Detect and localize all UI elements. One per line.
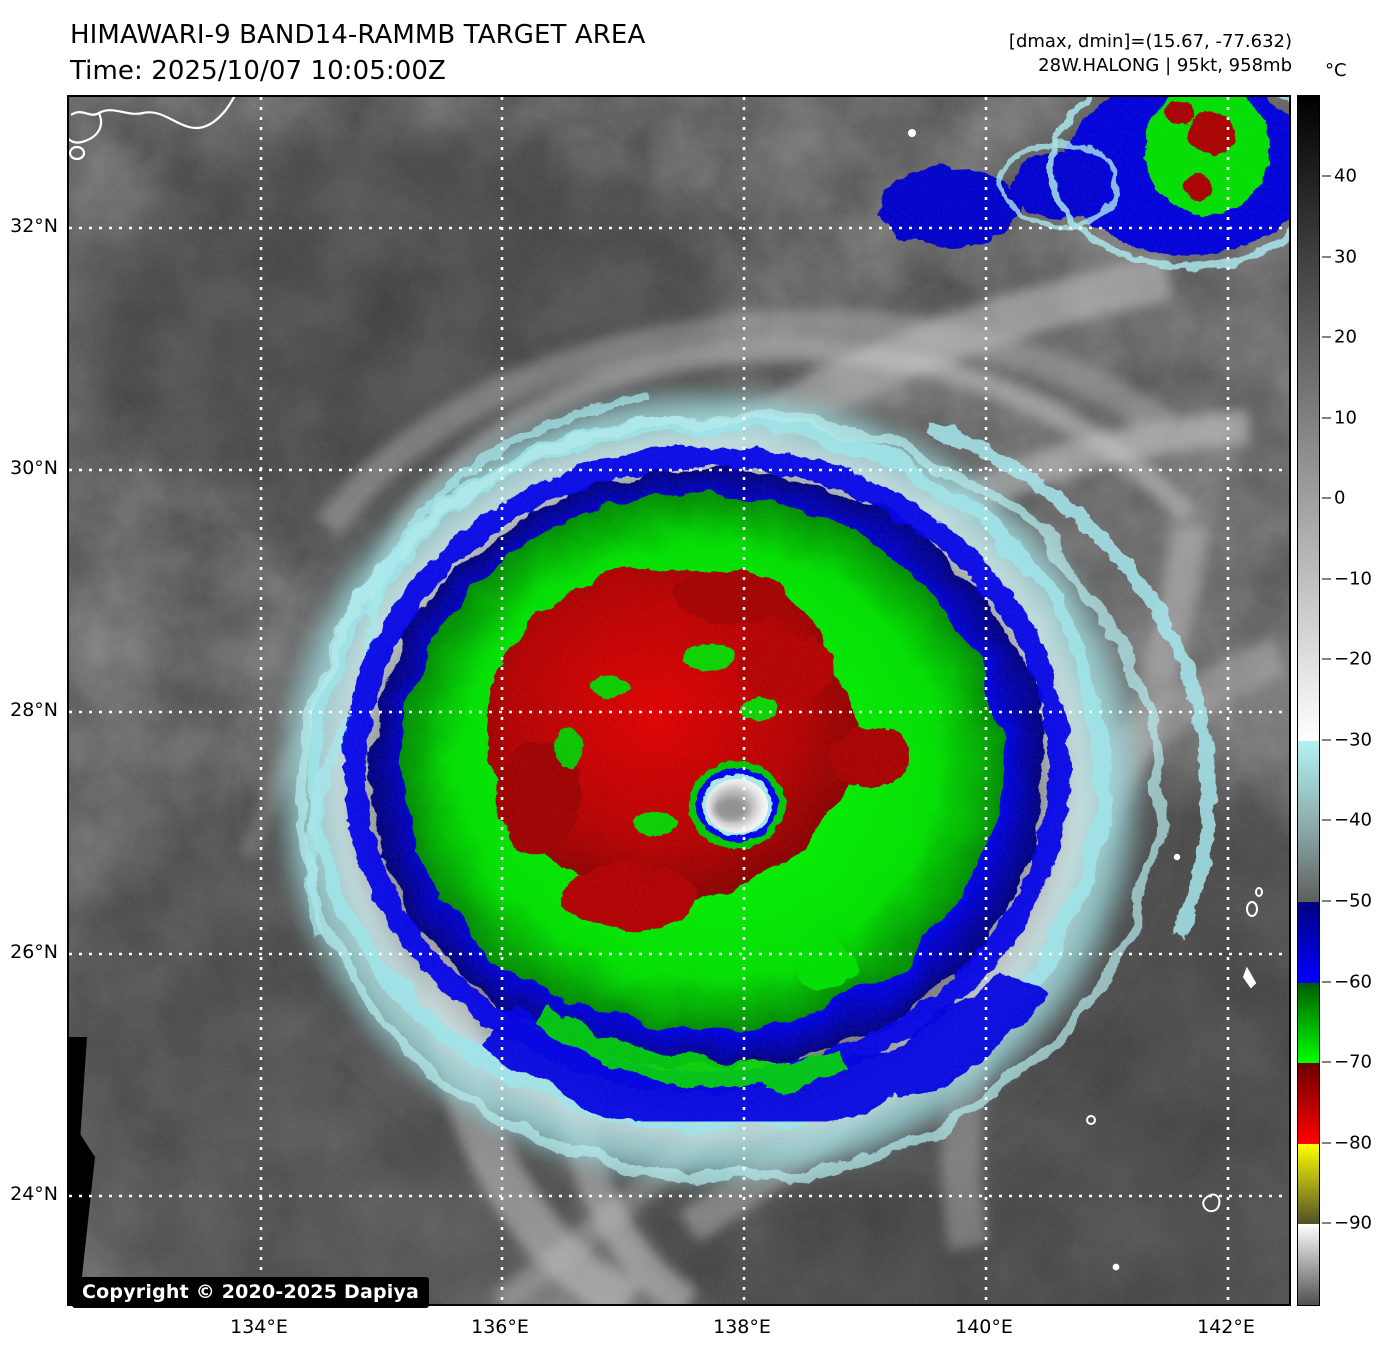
dminmax-label: [dmax, dmin]=(15.67, -77.632) [1008, 31, 1292, 52]
cbar-tick-m60: −60 [1322, 972, 1372, 993]
colorbar-canvas [1298, 96, 1319, 1305]
cbar-seg-red [1298, 1063, 1319, 1144]
y-tick-30n: 30°N [10, 457, 58, 479]
y-tick-24n: 24°N [10, 1183, 58, 1205]
copyright-badge: Copyright © 2020-2025 Dapiya [72, 1277, 430, 1308]
cbar-tick-dash [1322, 1142, 1331, 1143]
cbar-tick-m10: −10 [1322, 569, 1372, 590]
colorbar-unit-label: °C [1325, 60, 1347, 81]
colorbar [1297, 95, 1320, 1306]
cbar-tick-m90: −90 [1322, 1213, 1372, 1234]
sensor-noise [69, 97, 1289, 1304]
cbar-tick-dash [1322, 256, 1331, 257]
gridlines [69, 97, 1289, 1304]
cbar-tick-m30: −30 [1322, 730, 1372, 751]
storm-info-label: 28W.HALONG | 95kt, 958mb [1038, 55, 1292, 77]
cbar-seg-whitegrey [1298, 1224, 1319, 1305]
x-tick-136e: 136°E [471, 1316, 529, 1338]
cbar-tick-dash [1322, 1061, 1331, 1062]
cbar-seg-greyscale [1298, 96, 1319, 741]
satellite-plot [67, 95, 1291, 1306]
y-tick-28n: 28°N [10, 699, 58, 721]
cbar-seg-blue [1298, 902, 1319, 983]
page-title: HIMAWARI-9 BAND14-RAMMB TARGET AREA [70, 20, 646, 50]
timestamp-line: Time: 2025/10/07 10:05:00Z [70, 55, 446, 86]
x-tick-142e: 142°E [1197, 1316, 1255, 1338]
cbar-tick-10: 10 [1322, 408, 1357, 429]
cbar-seg-cyan [1298, 741, 1319, 902]
island-outlines [908, 129, 1263, 1271]
cbar-tick-m70: −70 [1322, 1052, 1372, 1073]
cbar-tick-dash [1322, 578, 1331, 579]
cbar-tick-dash [1322, 497, 1331, 498]
annotation-block: [dmax, dmin]=(15.67, -77.632) 28W.HALONG… [1009, 30, 1292, 78]
cbar-tick-dash [1322, 336, 1331, 337]
cbar-tick-0: 0 [1322, 488, 1345, 509]
cbar-tick-dash [1322, 658, 1331, 659]
cbar-tick-dash [1322, 981, 1331, 982]
x-tick-138e: 138°E [713, 1316, 771, 1338]
cbar-tick-dash [1322, 1222, 1331, 1223]
cbar-tick-m40: −40 [1322, 810, 1372, 831]
title-block: HIMAWARI-9 BAND14-RAMMB TARGET AREA Time… [70, 18, 645, 90]
satellite-image-canvas [69, 97, 1289, 1304]
coastline-overlay [69, 97, 236, 161]
cbar-tick-20: 20 [1322, 327, 1357, 348]
cbar-tick-dash [1322, 900, 1331, 901]
cbar-tick-dash [1322, 417, 1331, 418]
cbar-tick-40: 40 [1322, 166, 1357, 187]
cbar-tick-30: 30 [1322, 247, 1357, 268]
cbar-tick-dash [1322, 175, 1331, 176]
cbar-tick-dash [1322, 819, 1331, 820]
x-tick-134e: 134°E [230, 1316, 288, 1338]
imagery-layer [69, 97, 1289, 1304]
cbar-seg-yellow [1298, 1144, 1319, 1224]
x-tick-140e: 140°E [955, 1316, 1013, 1338]
cbar-tick-m80: −80 [1322, 1133, 1372, 1154]
cbar-tick-m20: −20 [1322, 649, 1372, 670]
cbar-tick-m50: −50 [1322, 891, 1372, 912]
cbar-tick-dash [1322, 739, 1331, 740]
y-tick-32n: 32°N [10, 215, 58, 237]
scan-edge-wedge-2 [69, 1117, 95, 1304]
y-tick-26n: 26°N [10, 941, 58, 963]
cbar-seg-green [1298, 983, 1319, 1063]
